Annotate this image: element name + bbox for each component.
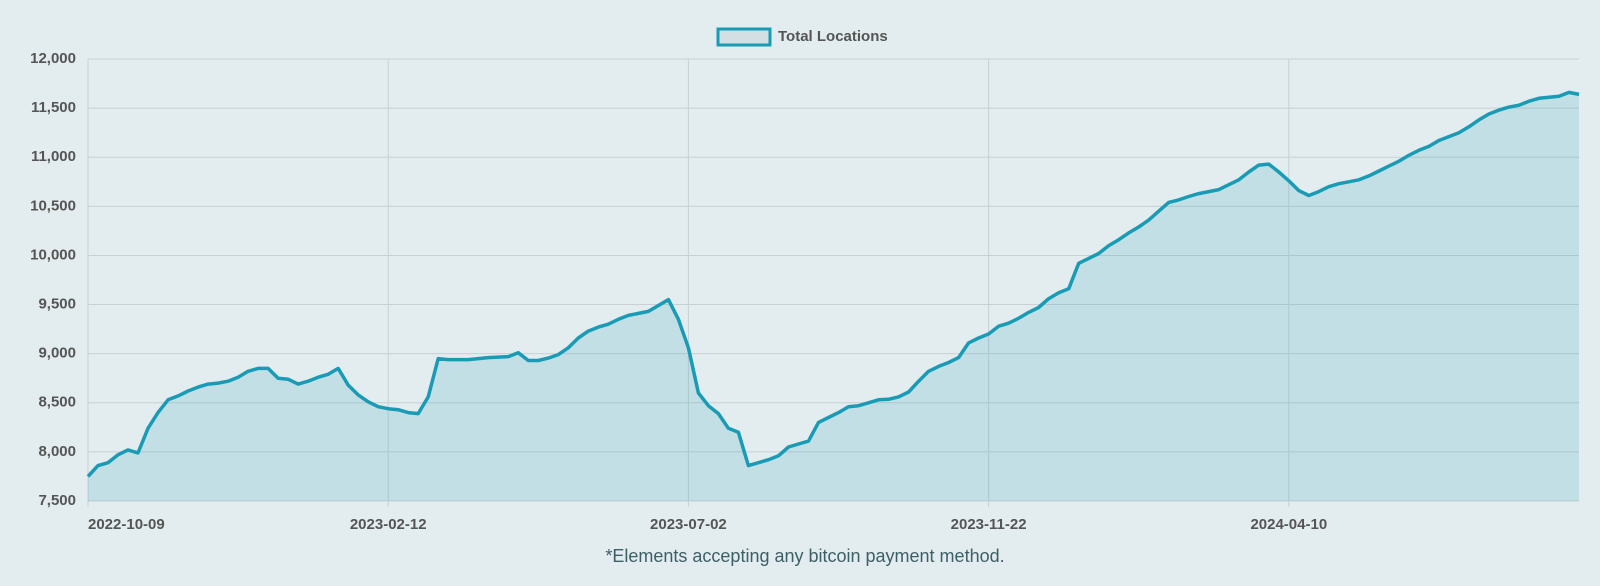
y-tick-label: 7,500	[38, 492, 76, 509]
y-tick-label: 9,000	[38, 345, 76, 362]
y-tick-label: 9,500	[38, 296, 76, 313]
y-tick-label: 10,500	[30, 197, 76, 214]
legend-label: Total Locations	[778, 28, 888, 45]
x-tick-label: 2024-04-10	[1250, 516, 1327, 533]
y-tick-label: 8,000	[38, 443, 76, 460]
area	[88, 92, 1579, 502]
legend-swatch	[716, 27, 772, 47]
line	[86, 90, 1580, 478]
y-tick-label: 11,500	[31, 99, 76, 116]
x-tick-label: 2023-07-02	[650, 516, 727, 533]
x-tick-label: 2022-10-09	[88, 516, 165, 533]
y-tick-label: 8,500	[38, 394, 76, 411]
y-tick-label: 12,000	[30, 50, 76, 67]
footnote: *Elements accepting any bitcoin payment …	[605, 546, 1004, 566]
y-tick-label: 10,000	[30, 246, 76, 263]
x-tick-label: 2023-02-12	[350, 516, 427, 533]
x-tick-label: 2023-11-22	[951, 516, 1027, 533]
y-tick-label: 11,000	[31, 148, 76, 165]
